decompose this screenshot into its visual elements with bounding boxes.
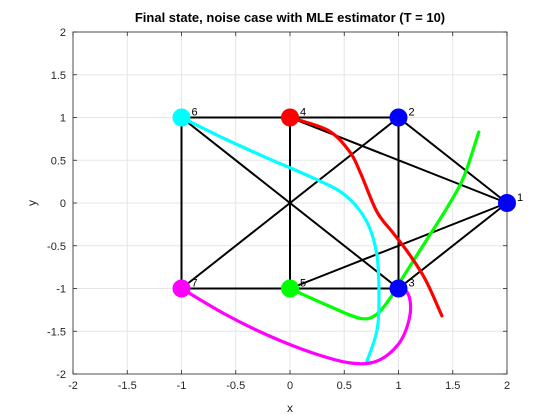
trajectory-series-4	[179, 282, 413, 366]
y-tick-label: -2	[56, 369, 66, 381]
y-tick-label: -1	[56, 284, 66, 296]
y-tick-label: -0.5	[47, 241, 66, 253]
x-tick-label: -1	[177, 380, 187, 392]
x-tick-labels: -2 -1.5 -1 -0.5 0 0.5 1 1.5 2	[68, 32, 510, 392]
y-tick-label: 0	[60, 198, 66, 210]
x-tick-label: 2	[504, 380, 510, 392]
node-label-4: 4	[300, 107, 306, 119]
graph-edge-2-1	[397, 116, 508, 204]
x-tick-label: 1.5	[445, 380, 460, 392]
trajectory-series-3	[179, 115, 381, 366]
graph-nodes: 1 2 3 4 5 6 7	[172, 107, 523, 298]
node-marker-4	[281, 108, 299, 127]
y-tick-label: 2	[60, 27, 66, 39]
node-marker-2	[389, 108, 408, 127]
y-tick-label: -1.5	[47, 326, 66, 338]
node-marker-6	[172, 108, 191, 127]
node-label-7: 7	[192, 278, 198, 290]
y-tick-label: 1	[60, 113, 66, 125]
trajectories	[179, 115, 481, 366]
x-tick-label: -1.5	[118, 380, 137, 392]
node-label-2: 2	[409, 107, 415, 119]
graph-edge-3-1	[397, 202, 508, 290]
x-axis-label: x	[287, 401, 293, 415]
x-tick-label: -2	[68, 380, 78, 392]
node-label-1: 1	[517, 192, 523, 204]
y-axis-label: y	[25, 200, 39, 206]
node-label-3: 3	[409, 278, 415, 290]
graph-edges	[180, 116, 508, 290]
chart-title: Final state, noise case with MLE estimat…	[135, 10, 445, 25]
x-tick-label: -0.5	[226, 380, 245, 392]
node-label-5: 5	[300, 278, 306, 290]
x-tick-label: 1	[395, 380, 401, 392]
node-label-6: 6	[192, 107, 198, 119]
node-marker-5	[281, 279, 299, 298]
y-tick-label: 1.5	[51, 70, 66, 82]
x-tick-label: 0	[287, 380, 293, 392]
node-marker-7	[172, 279, 191, 298]
x-tick-label: 0.5	[337, 380, 352, 392]
node-marker-3	[389, 279, 408, 298]
y-tick-label: 0.5	[51, 155, 66, 167]
trajectory-series-2	[288, 115, 444, 318]
y-tick-labels: -2 -1.5 -1 -0.5 0 0.5 1 1.5 2	[47, 27, 507, 381]
